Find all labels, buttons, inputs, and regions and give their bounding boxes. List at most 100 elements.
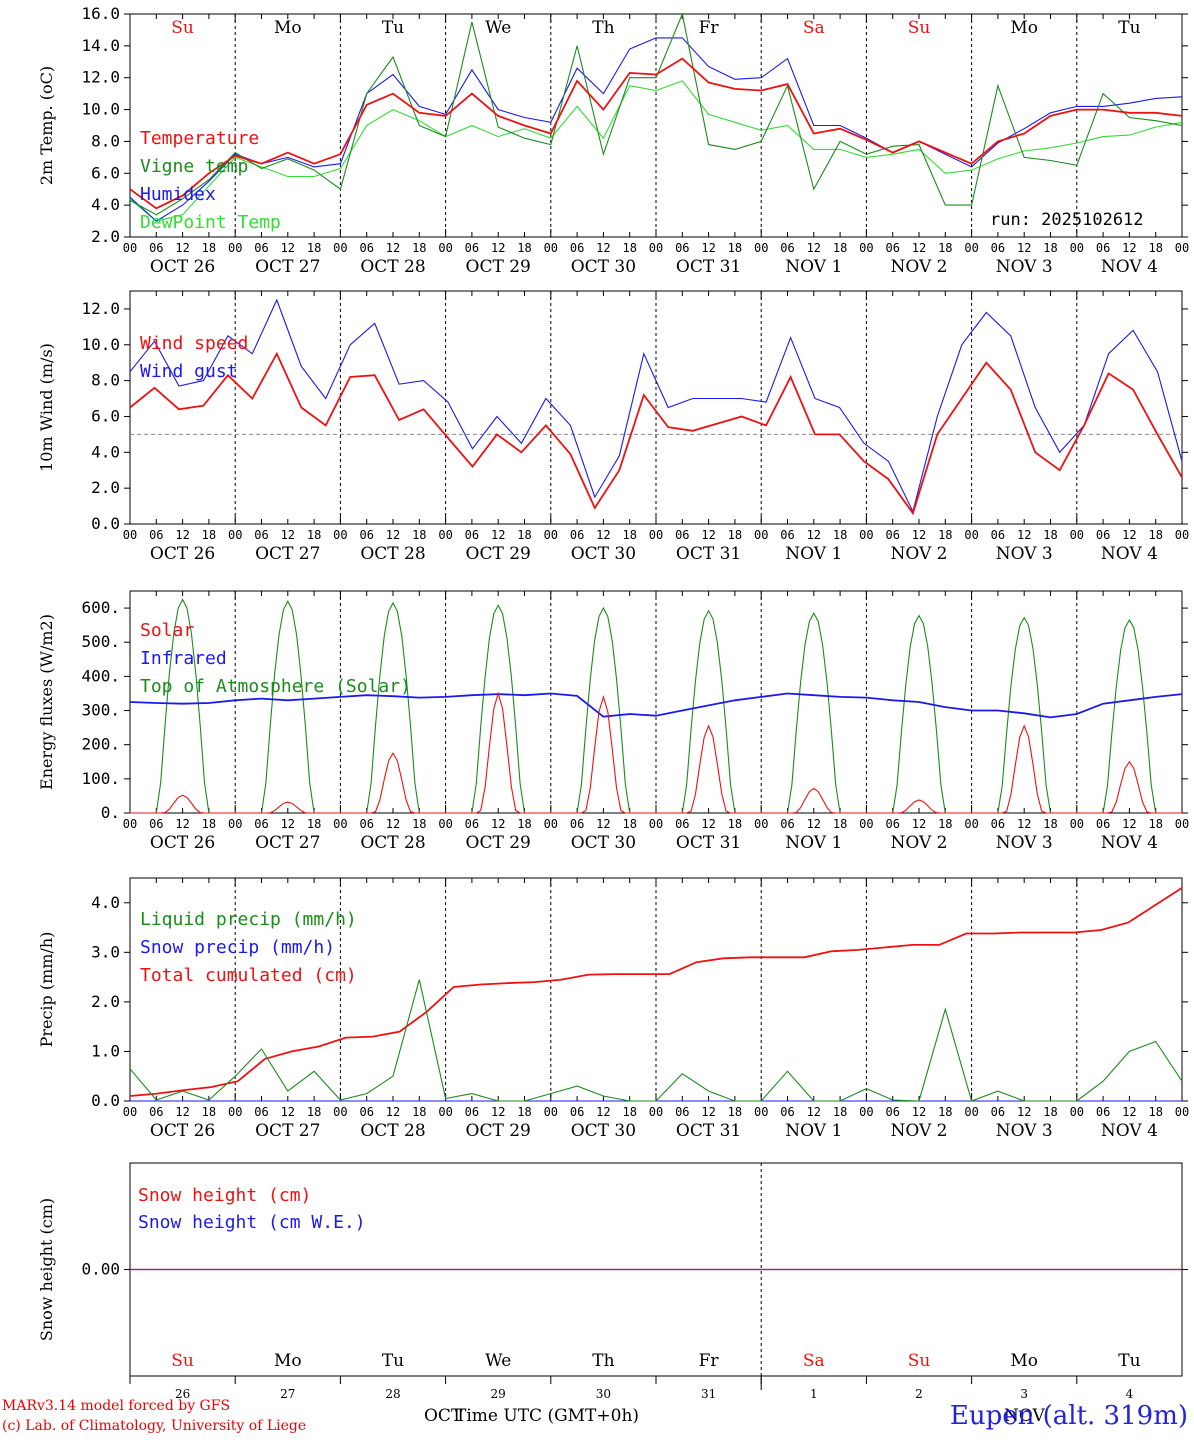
x-day-label: OCT 27 (255, 257, 320, 277)
x-hour-label: 06 (780, 241, 794, 255)
day-name: Fr (699, 18, 720, 38)
x-hour-label: 06 (675, 528, 689, 542)
x-hour-label: 00 (123, 817, 137, 831)
x-hour-label: 12 (386, 528, 400, 542)
x-hour-label: 06 (1096, 817, 1110, 831)
x-hour-label: 06 (780, 528, 794, 542)
y-tick-label: 3.0 (91, 942, 120, 961)
x-hour-label: 00 (438, 817, 452, 831)
x-hour-label: 00 (649, 241, 663, 255)
x-hour-label: 18 (517, 528, 531, 542)
day-name: Su (908, 18, 931, 38)
x-day-label: OCT 31 (676, 257, 741, 277)
y-axis-title: Energy fluxes (W/m2) (37, 614, 56, 790)
x-day-label: NOV 1 (785, 833, 842, 853)
x-hour-label: 00 (754, 528, 768, 542)
x-hour-label: 18 (517, 1105, 531, 1119)
x-hour-label: 06 (885, 1105, 899, 1119)
x-hour-label: 06 (149, 1105, 163, 1119)
x-hour-label: 00 (228, 241, 242, 255)
legend-dewpoint-temp: DewPoint Temp (140, 212, 281, 233)
x-day-label: NOV 3 (996, 544, 1053, 564)
x-hour-label: 18 (412, 241, 426, 255)
x-hour-label: 18 (1043, 1105, 1057, 1119)
x-hour-label: 12 (912, 1105, 926, 1119)
x-hour-label: 12 (1122, 528, 1136, 542)
day-name: Mo (274, 18, 302, 38)
x-hour-label: 06 (570, 528, 584, 542)
x-hour-label: 00 (649, 528, 663, 542)
x-hour-label: 12 (701, 528, 715, 542)
x-hour-label: 00 (649, 817, 663, 831)
x-hour-label: 12 (491, 817, 505, 831)
x-hour-label: 18 (938, 528, 952, 542)
x-hour-label: 06 (570, 241, 584, 255)
x-hour-label: 12 (175, 241, 189, 255)
x-hour-label: 12 (491, 528, 505, 542)
legend-temperature: Temperature (140, 128, 259, 149)
x-hour-label: 12 (807, 1105, 821, 1119)
legend-solar: Solar (140, 620, 194, 641)
day-number: 28 (385, 1387, 400, 1401)
y-tick-label: 6.0 (91, 163, 120, 182)
y-tick-label: 12.0 (81, 68, 120, 87)
x-hour-label: 12 (596, 241, 610, 255)
x-day-label: NOV 3 (996, 1121, 1053, 1141)
y-tick-label: 300. (81, 701, 120, 720)
x-hour-label: 12 (386, 817, 400, 831)
x-hour-label: 12 (281, 528, 295, 542)
x-day-label: NOV 4 (1101, 544, 1158, 564)
x-hour-label: 12 (1122, 241, 1136, 255)
panel-frame (129, 13, 1183, 238)
day-number: 3 (1020, 1387, 1028, 1401)
x-hour-label: 18 (1148, 817, 1162, 831)
legend-snow-height-cm-: Snow height (cm) (138, 1185, 311, 1206)
series-liquid-precip-mm-h- (129, 979, 1183, 1102)
x-day-label: OCT 26 (150, 257, 215, 277)
y-tick-label: 200. (81, 735, 120, 754)
y-tick-label: 0.00 (81, 1260, 120, 1279)
x-hour-label: 06 (780, 817, 794, 831)
day-number: 31 (701, 1387, 716, 1401)
x-hour-label: 18 (202, 241, 216, 255)
y-tick-label: 0. (101, 803, 120, 822)
x-hour-label: 18 (307, 241, 321, 255)
x-hour-label: 12 (281, 1105, 295, 1119)
y-tick-label: 600. (81, 598, 120, 617)
x-hour-label: 06 (465, 817, 479, 831)
x-hour-label: 06 (359, 528, 373, 542)
x-hour-label: 00 (438, 528, 452, 542)
x-hour-label: 00 (123, 241, 137, 255)
y-tick-label: 0.0 (91, 514, 120, 533)
legend-humidex: Humidex (140, 184, 216, 205)
x-hour-label: 00 (1070, 1105, 1084, 1119)
x-hour-label: 00 (228, 528, 242, 542)
y-tick-label: 100. (81, 769, 120, 788)
x-hour-label: 00 (228, 817, 242, 831)
day-name: Mo (1010, 1351, 1038, 1371)
x-hour-label: 06 (991, 241, 1005, 255)
x-day-label: OCT 31 (676, 544, 741, 564)
x-hour-label: 18 (728, 1105, 742, 1119)
x-hour-label: 18 (202, 817, 216, 831)
day-number: 26 (175, 1387, 190, 1401)
day-name: We (485, 18, 511, 38)
x-hour-label: 06 (570, 817, 584, 831)
x-hour-label: 12 (281, 241, 295, 255)
x-hour-label: 00 (859, 1105, 873, 1119)
x-day-label: NOV 2 (890, 1121, 947, 1141)
series-dewpoint-temp (129, 80, 1183, 222)
x-day-label: NOV 4 (1101, 1121, 1158, 1141)
x-day-label: OCT 30 (571, 544, 636, 564)
legend-snow-height-cm-w-e-: Snow height (cm W.E.) (138, 1212, 366, 1233)
day-name: We (485, 1351, 511, 1371)
day-number: 29 (491, 1387, 506, 1401)
x-hour-label: 12 (912, 817, 926, 831)
x-hour-label: 00 (1175, 528, 1189, 542)
day-name: Tu (1118, 1351, 1140, 1371)
credit-line-1: MARv3.14 model forced by GFS (2, 1398, 231, 1414)
y-tick-label: 4.0 (91, 195, 120, 214)
day-number: 27 (280, 1387, 295, 1401)
x-day-label: OCT 31 (676, 1121, 741, 1141)
series-vigne-temp (129, 12, 1183, 216)
